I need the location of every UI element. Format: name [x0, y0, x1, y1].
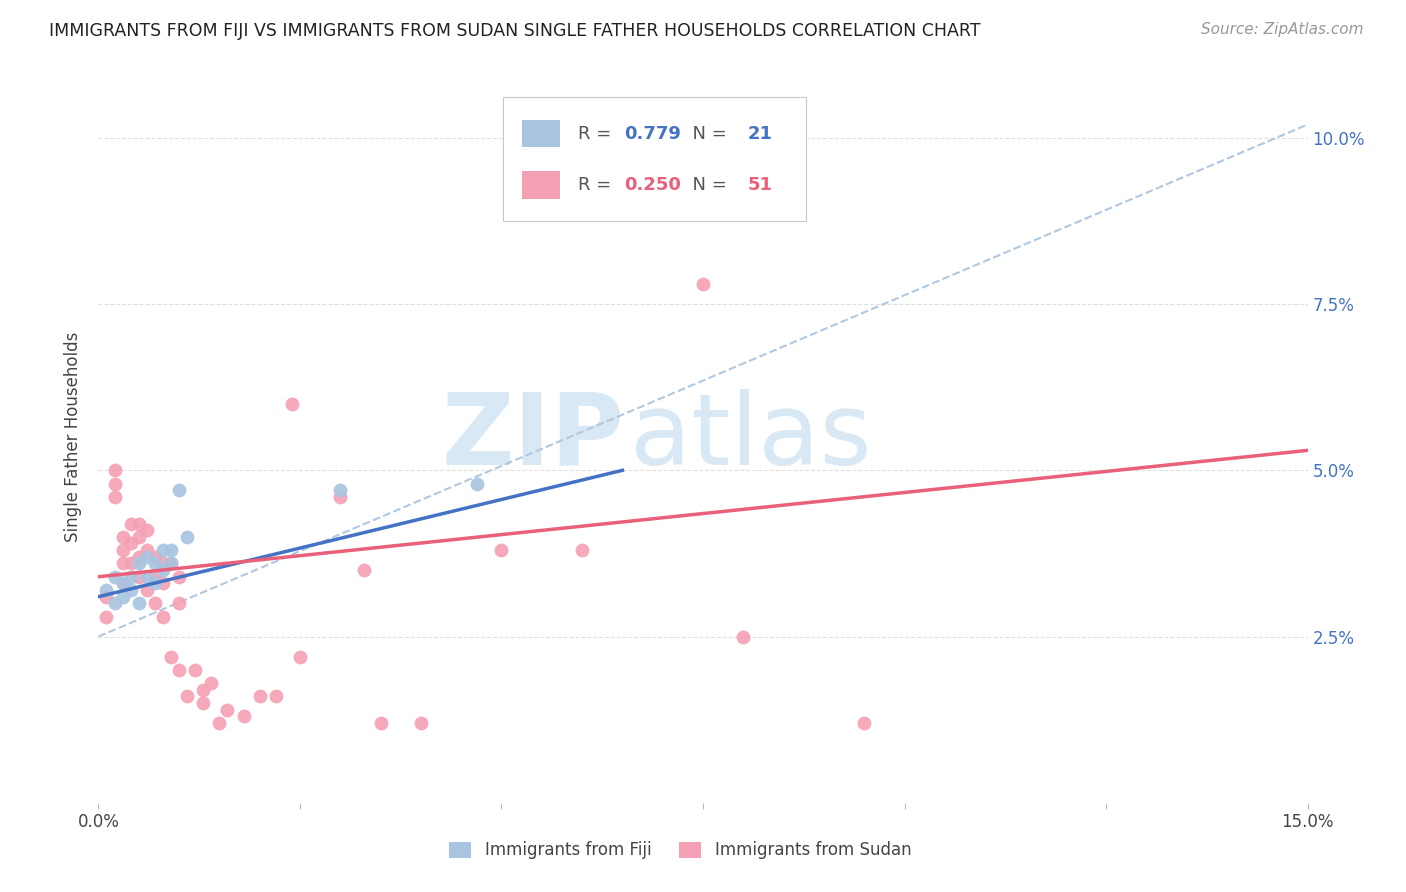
Point [288, 649, 311, 664]
FancyBboxPatch shape [449, 842, 471, 858]
Point [120, 557, 142, 571]
FancyBboxPatch shape [503, 97, 806, 221]
FancyBboxPatch shape [522, 171, 561, 199]
Point [120, 536, 142, 550]
Text: N =: N = [682, 125, 733, 143]
Point [249, 690, 271, 704]
Text: 0.250: 0.250 [624, 176, 682, 194]
Point [120, 570, 142, 584]
Point [167, 596, 190, 610]
Point [135, 543, 157, 558]
Point [135, 570, 157, 584]
Text: Immigrants from Sudan: Immigrants from Sudan [716, 841, 911, 859]
Text: N =: N = [682, 176, 733, 194]
Point [160, 543, 183, 558]
Point [571, 543, 593, 558]
Point [167, 570, 190, 584]
Point [103, 476, 125, 491]
FancyBboxPatch shape [679, 842, 700, 858]
Point [128, 530, 150, 544]
Point [135, 582, 157, 597]
Y-axis label: Single Father Households: Single Father Households [65, 332, 83, 542]
Text: R =: R = [578, 125, 617, 143]
Text: 51: 51 [748, 176, 773, 194]
Point [128, 516, 150, 531]
Point [111, 576, 134, 591]
Point [143, 549, 166, 564]
Point [160, 649, 183, 664]
Text: ZIP: ZIP [441, 389, 624, 485]
Point [409, 716, 432, 731]
Point [135, 523, 157, 537]
Point [193, 696, 215, 710]
Point [167, 663, 190, 677]
Text: 0.779: 0.779 [624, 125, 682, 143]
Point [143, 596, 166, 610]
Point [264, 690, 287, 704]
Point [111, 576, 134, 591]
Point [160, 557, 183, 571]
Point [128, 549, 150, 564]
Point [111, 543, 134, 558]
Point [96, 590, 118, 604]
Point [329, 483, 352, 498]
Point [733, 630, 755, 644]
Point [135, 549, 157, 564]
Point [160, 557, 183, 571]
Point [120, 582, 142, 597]
Point [111, 590, 134, 604]
Point [281, 397, 304, 411]
Point [217, 703, 239, 717]
Point [692, 277, 714, 292]
Point [176, 530, 198, 544]
Point [96, 582, 118, 597]
Point [103, 596, 125, 610]
Point [103, 490, 125, 504]
Point [111, 530, 134, 544]
Text: IMMIGRANTS FROM FIJI VS IMMIGRANTS FROM SUDAN SINGLE FATHER HOUSEHOLDS CORRELATI: IMMIGRANTS FROM FIJI VS IMMIGRANTS FROM … [49, 22, 981, 40]
Point [152, 543, 174, 558]
Text: Source: ZipAtlas.com: Source: ZipAtlas.com [1201, 22, 1364, 37]
Point [143, 570, 166, 584]
Point [232, 709, 254, 723]
Point [152, 563, 174, 577]
Point [143, 557, 166, 571]
Point [370, 716, 392, 731]
Point [128, 596, 150, 610]
Point [111, 557, 134, 571]
Text: Immigrants from Fiji: Immigrants from Fiji [485, 841, 652, 859]
Point [208, 716, 231, 731]
Point [200, 676, 222, 690]
Point [465, 476, 488, 491]
Point [491, 543, 513, 558]
Point [120, 516, 142, 531]
FancyBboxPatch shape [522, 120, 561, 147]
Point [152, 557, 174, 571]
Point [853, 716, 876, 731]
Point [96, 609, 118, 624]
Point [329, 490, 352, 504]
Text: 21: 21 [748, 125, 773, 143]
Point [128, 557, 150, 571]
Point [103, 570, 125, 584]
Point [176, 690, 198, 704]
Point [152, 576, 174, 591]
Point [128, 570, 150, 584]
Point [167, 483, 190, 498]
Point [353, 563, 375, 577]
Point [103, 463, 125, 477]
Text: R =: R = [578, 176, 617, 194]
Text: atlas: atlas [630, 389, 872, 485]
Point [184, 663, 207, 677]
Point [193, 682, 215, 697]
Point [152, 609, 174, 624]
Point [143, 576, 166, 591]
